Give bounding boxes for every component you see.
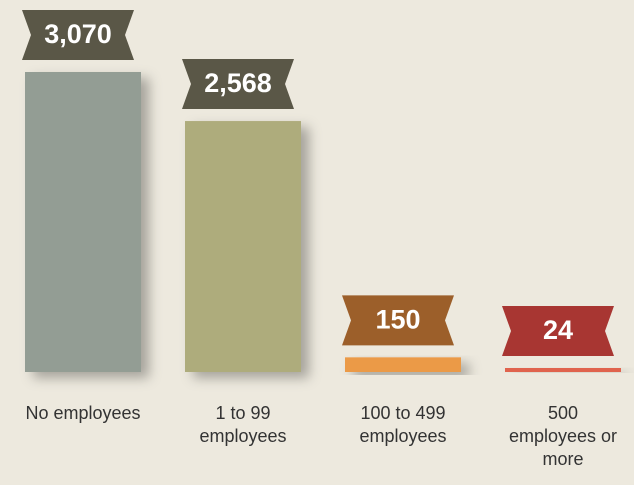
value-label: 3,070 (44, 19, 112, 49)
category-label: 500 employees or more (508, 403, 618, 469)
value-label: 2,568 (204, 68, 272, 98)
value-banner (342, 295, 454, 346)
value-banner (22, 10, 134, 60)
category-label: No employees (25, 403, 141, 423)
bar (185, 121, 301, 372)
value-label: 24 (543, 315, 573, 345)
category-label: 100 to 499 employees (359, 403, 447, 446)
value-banner (502, 306, 614, 356)
bar (345, 357, 461, 372)
bar (25, 72, 141, 372)
category-label: 1 to 99 employees (199, 403, 287, 446)
value-banner (182, 59, 294, 110)
value-label: 150 (375, 304, 420, 334)
bar (505, 368, 621, 372)
